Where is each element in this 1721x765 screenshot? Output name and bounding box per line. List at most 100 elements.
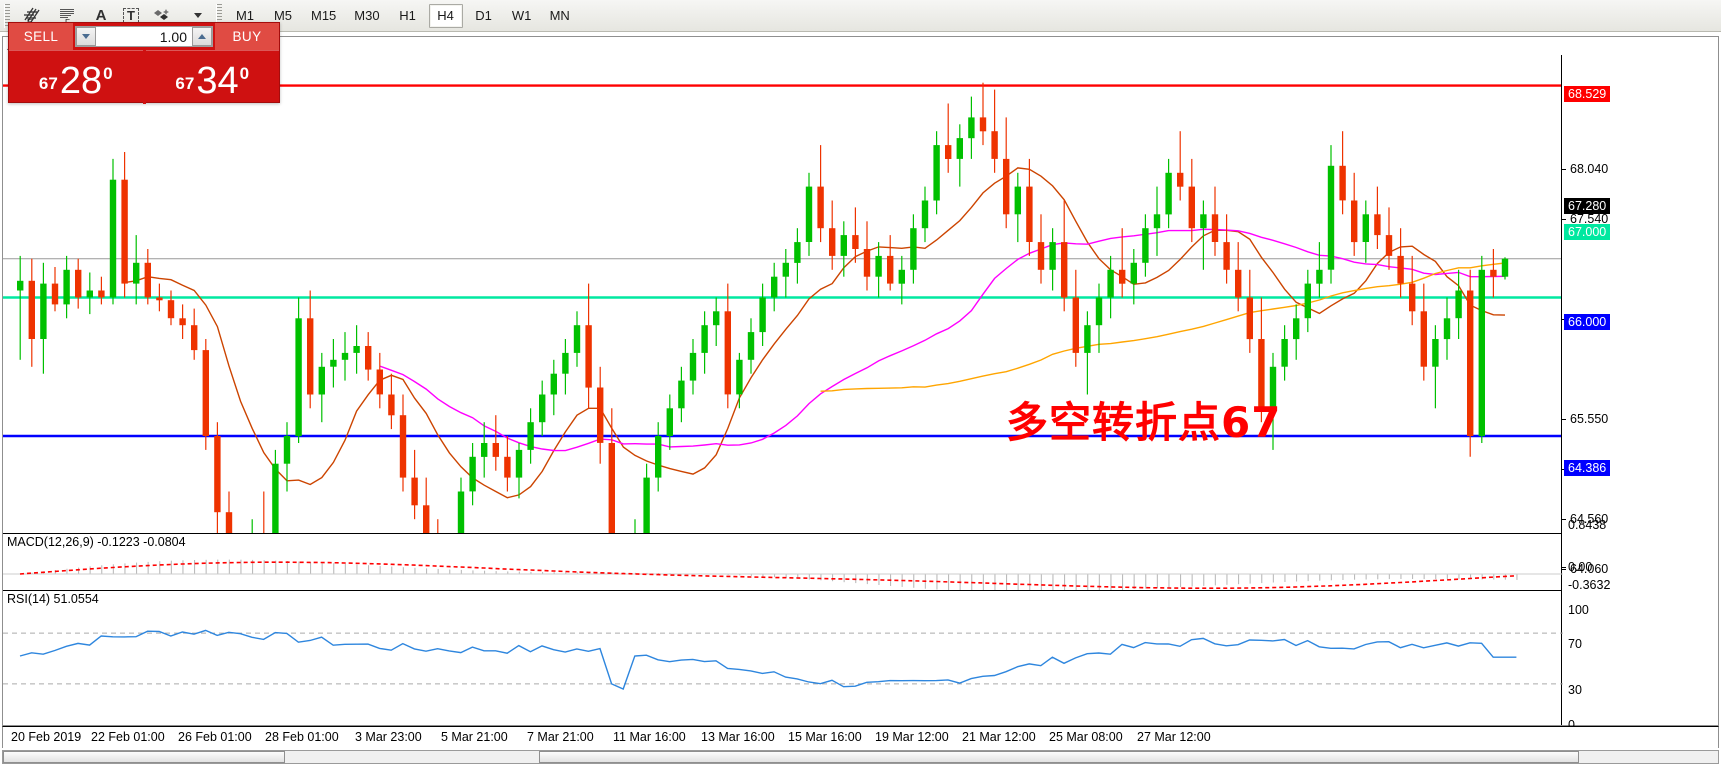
time-axis[interactable]: 20 Feb 2019 22 Feb 01:00 26 Feb 01:00 28 Fe…	[2, 726, 1719, 748]
expert-advisors-icon[interactable]: E	[14, 2, 50, 30]
candle	[852, 235, 859, 249]
timeframe-h1[interactable]: H1	[399, 8, 416, 23]
candle	[1142, 228, 1149, 263]
timeframe-mn[interactable]: MN	[549, 8, 570, 23]
candle	[1351, 200, 1358, 243]
candle	[272, 463, 279, 540]
candle	[1037, 242, 1045, 270]
candle	[539, 394, 546, 423]
price-axis[interactable]: 68.040 67.540 66.550 65.550 65.050 64.56…	[1561, 55, 1718, 732]
volume-value[interactable]: 1.00	[159, 28, 187, 45]
time-axis-label: 28 Feb 01:00	[265, 730, 339, 744]
timeframe-w1[interactable]: W1	[511, 8, 532, 23]
candle	[887, 255, 894, 284]
time-axis-label: 25 Mar 08:00	[1049, 730, 1123, 744]
price-chip-resistance: 68.529	[1564, 86, 1611, 102]
candle	[1269, 366, 1277, 409]
buy-price-fraction: 0	[239, 64, 250, 83]
timeframe-h4[interactable]: H4	[428, 3, 463, 28]
price-tick-68040: 68.040	[1570, 162, 1609, 176]
candle	[701, 325, 708, 353]
candle	[40, 283, 47, 339]
sell-price-fraction: 0	[103, 64, 113, 83]
price-chip-current: 67.280	[1564, 198, 1611, 214]
candle	[1119, 269, 1126, 284]
volume-increase-button[interactable]	[192, 27, 212, 46]
time-axis-label: 26 Feb 01:00	[178, 730, 252, 744]
scrollbar-thumb-main[interactable]	[539, 751, 1579, 763]
price-chip-pivot: 67.000	[1564, 224, 1611, 240]
candle	[1061, 242, 1068, 298]
objects-dropdown-icon[interactable]	[182, 2, 212, 30]
candle	[330, 359, 337, 367]
candle	[933, 145, 940, 201]
indicators-icon[interactable]: F	[50, 2, 86, 30]
time-axis-label: 7 Mar 21:00	[527, 730, 594, 744]
candle	[805, 186, 813, 242]
candle	[1026, 186, 1033, 242]
candle	[1049, 242, 1056, 270]
timeframe-m15[interactable]: M15	[311, 8, 337, 23]
candle	[1501, 258, 1509, 277]
candle	[771, 276, 778, 298]
macd-chart-svg	[3, 559, 1563, 591]
candle	[597, 387, 604, 443]
chart-annotation-text[interactable]: 多空转折点67	[1006, 398, 1282, 447]
volume-decrease-button[interactable]	[76, 27, 96, 46]
candle	[388, 394, 395, 416]
rsi-axis-30: 30	[1568, 683, 1582, 697]
candle	[515, 449, 523, 478]
timeframe-m30[interactable]: M30	[354, 8, 380, 23]
horizontal-scrollbar[interactable]	[2, 750, 1719, 764]
toolbar-grip[interactable]	[4, 3, 10, 28]
macd-label: MACD(12,26,9) -0.1223 -0.0804	[7, 535, 186, 549]
candle	[17, 280, 24, 291]
candle	[457, 491, 465, 540]
timeframe-m1[interactable]: M1	[235, 8, 255, 23]
candle	[979, 117, 987, 132]
one-click-trading-panel[interactable]: SELL 1.00 BUY 67 28 0 67 34 0	[8, 22, 280, 104]
sell-button[interactable]: SELL	[9, 23, 73, 50]
candle	[121, 179, 128, 284]
macd-axis-min: -0.3632	[1568, 578, 1611, 592]
candle	[678, 380, 685, 409]
timeframe-d1[interactable]: D1	[475, 8, 492, 23]
timeframe-toolbar-grip[interactable]	[216, 3, 222, 28]
candle	[191, 325, 198, 351]
sell-price-box[interactable]: 67 28 0	[9, 50, 143, 104]
volume-field[interactable]: 1.00	[75, 26, 213, 47]
chevron-down-icon	[82, 34, 90, 39]
macd-axis-zero: 0.00	[1568, 560, 1593, 574]
rsi-axis-70: 70	[1568, 637, 1582, 651]
scrollbar-thumb-left[interactable]	[3, 751, 285, 763]
candle	[736, 359, 743, 395]
macd-subwindow[interactable]: MACD(12,26,9) -0.1223 -0.0804	[3, 533, 1563, 591]
candle	[527, 422, 534, 450]
candle	[1072, 297, 1079, 353]
candle	[573, 325, 581, 353]
ma-line-1	[379, 228, 1506, 452]
candle	[956, 138, 963, 159]
timeframe-m5[interactable]: M5	[273, 8, 293, 23]
candle	[968, 117, 975, 139]
candle	[1490, 269, 1497, 277]
time-axis-label: 22 Feb 01:00	[91, 730, 165, 744]
price-tick-65550: 65.550	[1570, 412, 1609, 426]
candle	[782, 262, 789, 277]
candle	[1362, 214, 1369, 242]
candle	[399, 415, 407, 478]
candle	[991, 131, 998, 159]
rsi-subwindow[interactable]: RSI(14) 51.0554	[3, 590, 1563, 725]
objects-list-icon[interactable]	[146, 2, 182, 30]
candle	[63, 269, 70, 305]
candle	[1374, 214, 1381, 236]
candle	[1223, 242, 1230, 270]
buy-price-box[interactable]: 67 34 0	[142, 50, 279, 104]
trade-prices-row: 67 28 0 67 34 0	[9, 50, 279, 104]
candle	[365, 346, 372, 370]
candle	[423, 505, 430, 547]
buy-button[interactable]: BUY	[215, 23, 279, 50]
candle	[481, 443, 488, 457]
text-label-icon[interactable]: A	[95, 7, 107, 24]
time-axis-label: 13 Mar 16:00	[701, 730, 775, 744]
